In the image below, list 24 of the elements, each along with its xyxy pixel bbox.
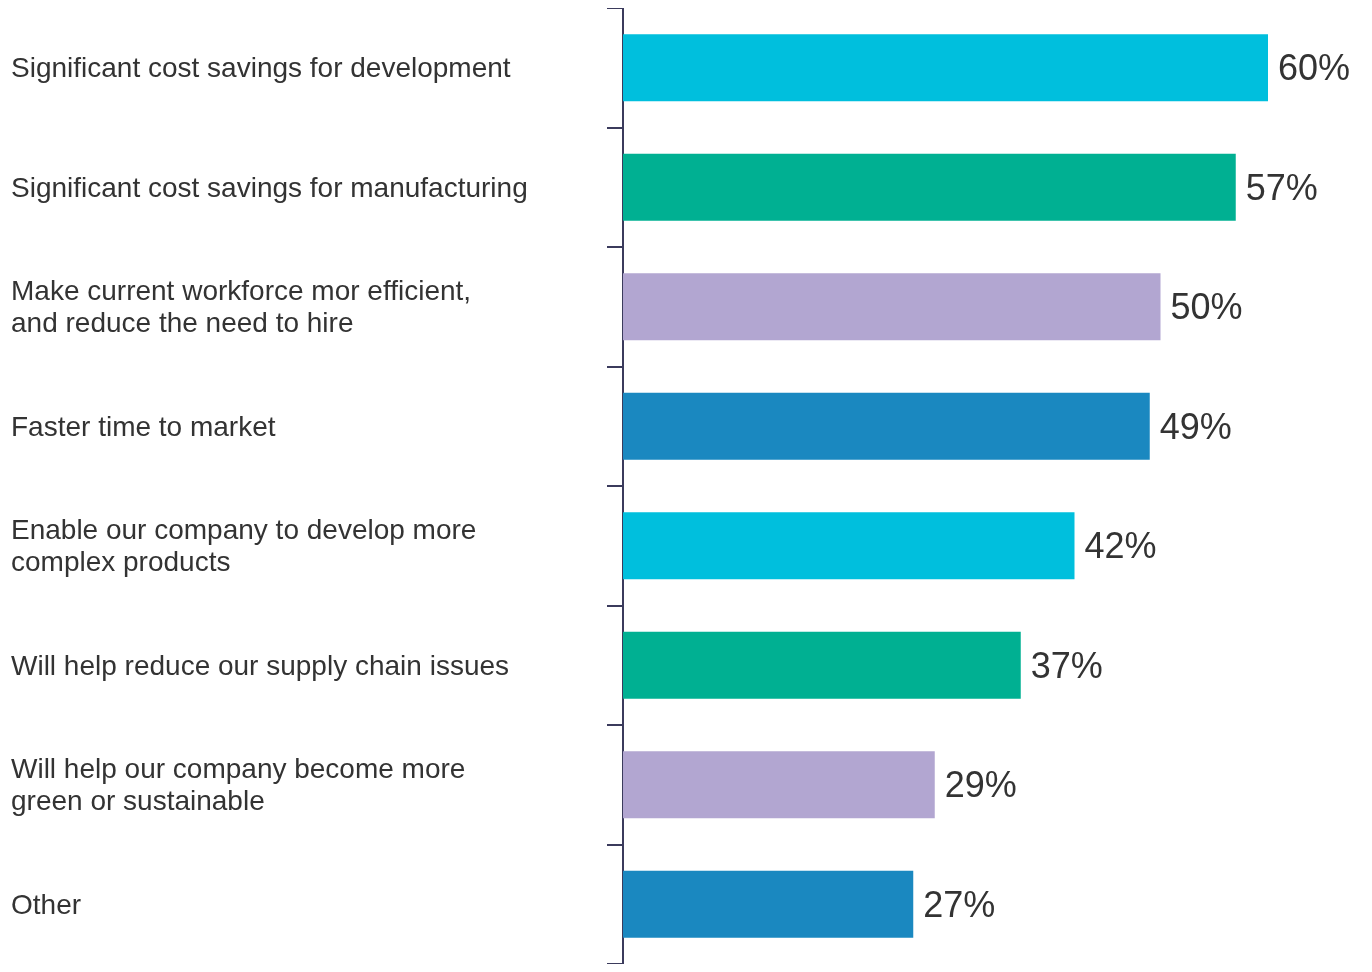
y-tick-label: Will help our company become more green or sustainable [11, 753, 466, 817]
bar [623, 392, 1150, 460]
bar [623, 631, 1021, 699]
bar [623, 34, 1268, 102]
y-tick-label: Significant cost savings for development [11, 52, 511, 84]
data-label: 42% [1084, 525, 1157, 567]
y-tick-label: Enable our company to develop more complex products [11, 514, 477, 578]
y-tick-label: Faster time to market [11, 410, 276, 442]
data-label: 27% [923, 883, 996, 925]
y-tick-label: Make current workforce mor efficient, and reduce the need to hire [11, 275, 472, 339]
y-tick-label: Other [11, 888, 82, 920]
y-tick-label: Will help reduce our supply chain issues [11, 649, 510, 681]
bar [623, 512, 1075, 580]
bar [623, 751, 935, 819]
data-label: 57% [1245, 166, 1318, 208]
data-label: 49% [1159, 405, 1232, 447]
y-tick-label: Significant cost savings for manufacturing [11, 171, 528, 203]
data-label: 37% [1030, 644, 1103, 686]
bar [623, 153, 1236, 221]
data-label: 29% [944, 764, 1017, 806]
bar [623, 870, 914, 938]
data-label: 50% [1170, 286, 1243, 328]
bar [623, 273, 1161, 341]
data-label: 60% [1278, 47, 1351, 89]
